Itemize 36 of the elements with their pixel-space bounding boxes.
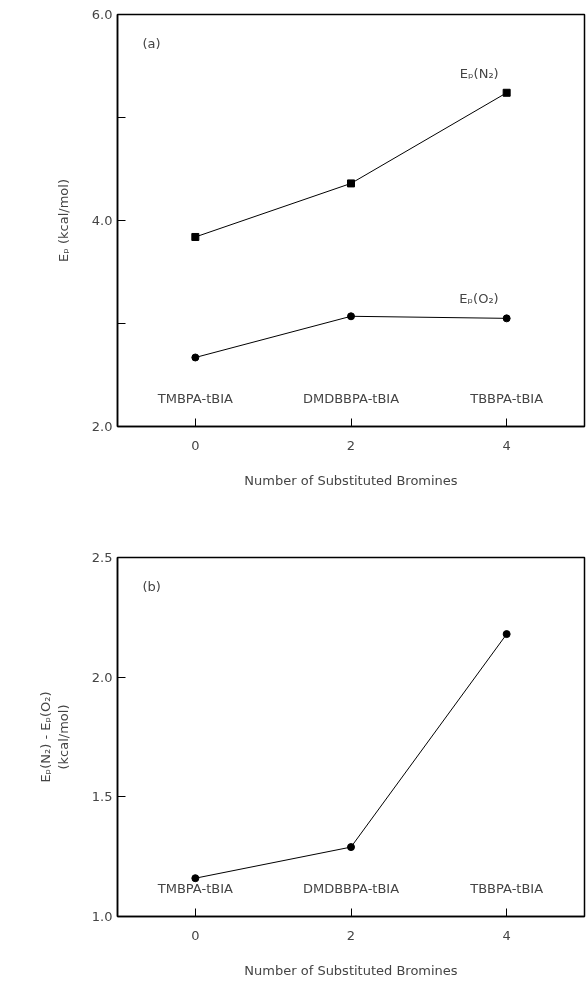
y-axis-title: Eₚ(N₂) - Eₚ(O₂) (kcal/mol) bbox=[37, 691, 71, 783]
point bbox=[502, 630, 511, 639]
point bbox=[191, 232, 200, 241]
y-tick-label: 2.0 bbox=[91, 669, 113, 685]
y-tick-label: 1.5 bbox=[91, 789, 113, 805]
x-tick-label: 0 bbox=[191, 927, 200, 943]
x-tick-label: 4 bbox=[502, 437, 511, 453]
x-axis-title: Number of Substituted Bromines bbox=[244, 472, 458, 488]
y-tick-label: 6.0 bbox=[91, 7, 113, 22]
annotation: TBBPA-tBIA bbox=[469, 881, 544, 896]
point bbox=[347, 843, 355, 852]
y-axis-title: Eₚ (kcal/mol) bbox=[55, 179, 71, 262]
y-tick-label: 2.0 bbox=[91, 419, 113, 434]
x-tick-label: 2 bbox=[346, 437, 356, 453]
annotation: TMBPA-tBIA bbox=[156, 391, 233, 406]
annotation: (b) bbox=[142, 578, 161, 594]
annotation: TMBPA-tBIA bbox=[156, 881, 233, 896]
y-tick-label: 4.0 bbox=[91, 213, 113, 228]
point bbox=[191, 353, 200, 362]
point bbox=[502, 314, 511, 323]
x-tick-label: 0 bbox=[191, 437, 200, 453]
x-tick-label: 4 bbox=[502, 927, 511, 943]
annotation: DMDBBPA-tBIA bbox=[302, 881, 400, 896]
x-axis-title: Number of Substituted Bromines bbox=[244, 962, 458, 978]
point bbox=[502, 88, 511, 97]
annotation: TBBPA-tBIA bbox=[469, 391, 544, 406]
y-tick-label: 2.5 bbox=[91, 550, 113, 565]
annotation: DMDBBPA-tBIA bbox=[302, 391, 400, 406]
x-tick-label: 2 bbox=[346, 927, 356, 943]
series-label: Eₚ(O₂) bbox=[459, 291, 499, 307]
annotation: (a) bbox=[142, 35, 161, 51]
y-tick-label: 1.0 bbox=[91, 909, 113, 924]
series-label: Eₚ(N₂) bbox=[459, 65, 499, 81]
point bbox=[347, 179, 355, 188]
point bbox=[191, 874, 200, 883]
point bbox=[347, 312, 355, 321]
